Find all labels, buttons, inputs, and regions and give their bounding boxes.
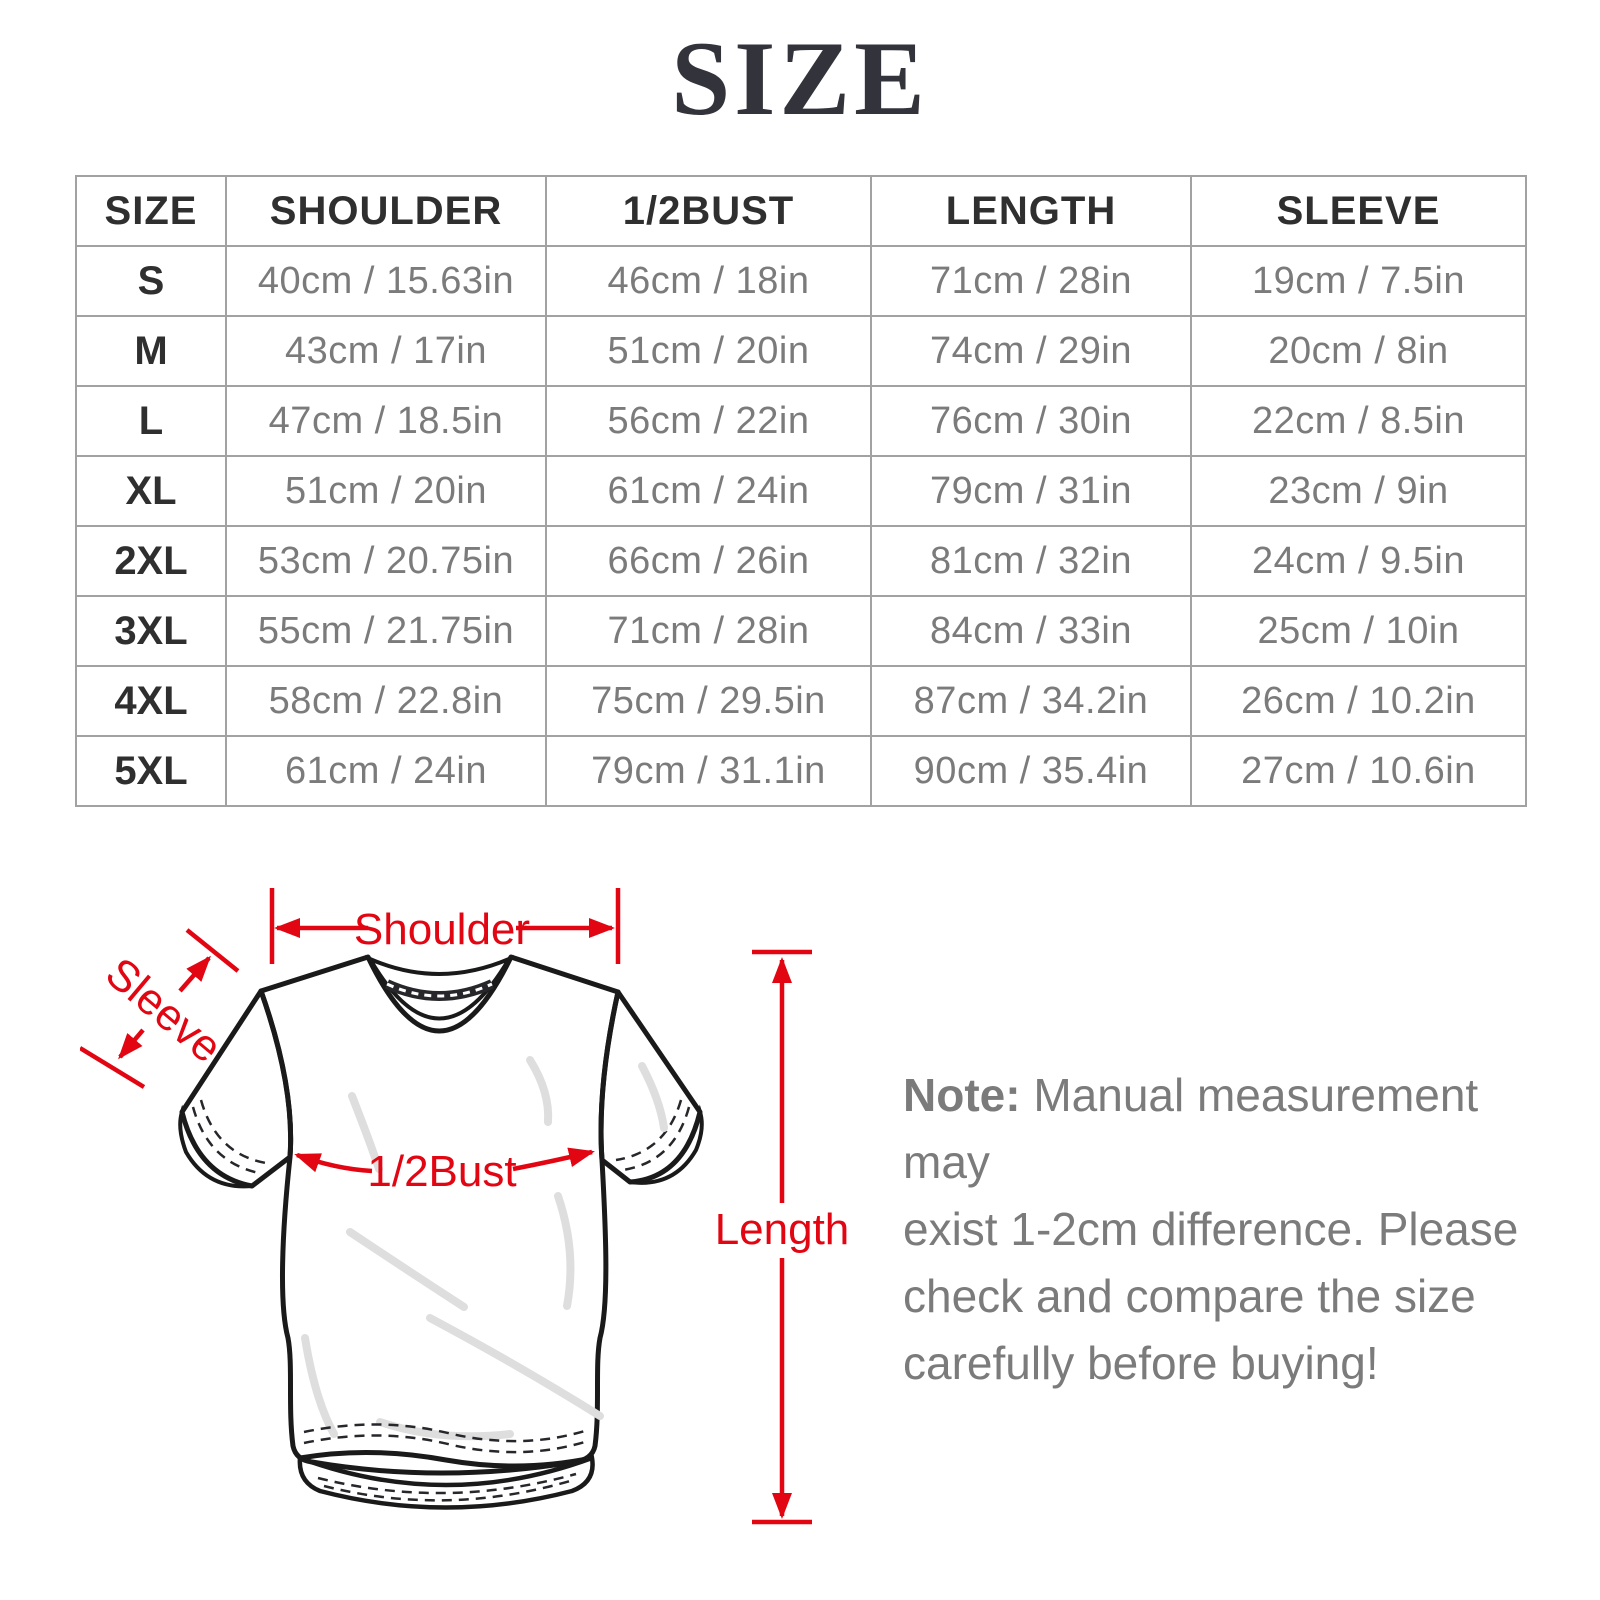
left-cuff xyxy=(178,1104,253,1189)
collar-back xyxy=(365,954,514,1021)
right-cuff-stitching xyxy=(615,1099,683,1162)
cell-bust: 75cm / 29.5in xyxy=(545,665,872,737)
column-header-bust: 1/2BUST xyxy=(545,175,872,247)
note-line: exist 1-2cm difference. Please xyxy=(903,1203,1519,1255)
cell-size: XL xyxy=(75,455,227,527)
sleeve-end-tick xyxy=(80,1046,146,1089)
cell-size: 3XL xyxy=(75,595,227,667)
cell-shoulder: 58cm / 22.8in xyxy=(225,665,547,737)
cell-size: 5XL xyxy=(75,735,227,807)
cell-bust: 56cm / 22in xyxy=(545,385,872,457)
table-row: 3XL 55cm / 21.75in 71cm / 28in 84cm / 33… xyxy=(75,595,1527,667)
hem-stitching xyxy=(303,1423,589,1443)
cell-bust: 51cm / 20in xyxy=(545,315,872,387)
cell-shoulder: 40cm / 15.63in xyxy=(225,245,547,317)
cell-bust: 66cm / 26in xyxy=(545,525,872,597)
cell-shoulder: 47cm / 18.5in xyxy=(225,385,547,457)
right-cuff xyxy=(629,1104,704,1185)
collar-seam-zigzag xyxy=(386,982,493,998)
hem-stitching xyxy=(317,1472,577,1495)
note-label: Note: xyxy=(903,1069,1021,1121)
table-row: XL 51cm / 20in 61cm / 24in 79cm / 31in 2… xyxy=(75,455,1527,527)
column-header-size: SIZE xyxy=(75,175,227,247)
hem-stitching xyxy=(323,1479,571,1502)
cell-sleeve: 20cm / 8in xyxy=(1190,315,1527,387)
length-measure: Length xyxy=(715,949,850,1525)
cell-length: 81cm / 32in xyxy=(870,525,1192,597)
cell-bust: 46cm / 18in xyxy=(545,245,872,317)
column-header-sleeve: SLEEVE xyxy=(1190,175,1527,247)
table-row: M 43cm / 17in 51cm / 20in 74cm / 29in 20… xyxy=(75,315,1527,387)
cell-sleeve: 23cm / 9in xyxy=(1190,455,1527,527)
left-cuff-stitching xyxy=(191,1106,260,1175)
cell-sleeve: 27cm / 10.6in xyxy=(1190,735,1527,807)
cell-shoulder: 43cm / 17in xyxy=(225,315,547,387)
cell-length: 74cm / 29in xyxy=(870,315,1192,387)
length-label: Length xyxy=(715,1205,850,1254)
cell-length: 71cm / 28in xyxy=(870,245,1192,317)
shoulder-label: Shoulder xyxy=(354,905,530,954)
table-row: L 47cm / 18.5in 56cm / 22in 76cm / 30in … xyxy=(75,385,1527,457)
column-header-length: LENGTH xyxy=(870,175,1192,247)
half-bust-arrow-icon xyxy=(512,1147,595,1172)
sleeve-arrow-icon xyxy=(178,955,211,993)
half-bust-label: 1/2Bust xyxy=(367,1147,516,1196)
table-row: 5XL 61cm / 24in 79cm / 31.1in 90cm / 35.… xyxy=(75,735,1527,807)
fabric-wrinkles xyxy=(301,1056,668,1441)
sleeve-arrow-icon xyxy=(118,1028,145,1060)
table-row: 2XL 53cm / 20.75in 66cm / 26in 81cm / 32… xyxy=(75,525,1527,597)
note-line: carefully before buying! xyxy=(903,1337,1379,1389)
cell-size: 4XL xyxy=(75,665,227,737)
cell-sleeve: 19cm / 7.5in xyxy=(1190,245,1527,317)
cell-length: 76cm / 30in xyxy=(870,385,1192,457)
tshirt-measurement-diagram: Shoulder Sleeve 1/2Bust Length xyxy=(80,888,850,1525)
cell-bust: 61cm / 24in xyxy=(545,455,872,527)
cell-shoulder: 61cm / 24in xyxy=(225,735,547,807)
left-cuff-stitching xyxy=(199,1099,267,1165)
table-row: S 40cm / 15.63in 46cm / 18in 71cm / 28in… xyxy=(75,245,1527,317)
column-header-shoulder: SHOULDER xyxy=(225,175,547,247)
cell-shoulder: 55cm / 21.75in xyxy=(225,595,547,667)
sleeve-end-tick xyxy=(185,928,240,973)
cell-size: 2XL xyxy=(75,525,227,597)
cell-sleeve: 24cm / 9.5in xyxy=(1190,525,1527,597)
note-text: Manual measurement may xyxy=(903,1069,1479,1188)
half-bust-measure: 1/2Bust xyxy=(294,1147,595,1196)
hem-underside xyxy=(297,1454,595,1510)
cell-length: 79cm / 31in xyxy=(870,455,1192,527)
hem-fold-line xyxy=(299,1449,593,1469)
cell-shoulder: 51cm / 20in xyxy=(225,455,547,527)
right-cuff-stitching xyxy=(622,1106,691,1172)
cell-length: 84cm / 33in xyxy=(870,595,1192,667)
tshirt-drawing xyxy=(178,954,704,1510)
note-line: Note: Manual measurement may xyxy=(903,1062,1533,1196)
half-bust-arrow-icon xyxy=(294,1152,373,1174)
size-chart-table: SIZE SHOULDER 1/2BUST LENGTH SLEEVE S 40… xyxy=(75,175,1527,807)
cell-size: S xyxy=(75,245,227,317)
cell-size: L xyxy=(75,385,227,457)
cell-sleeve: 25cm / 10in xyxy=(1190,595,1527,667)
measurement-annotations: Shoulder Sleeve 1/2Bust Length xyxy=(80,888,850,1525)
cell-length: 90cm / 35.4in xyxy=(870,735,1192,807)
cell-bust: 71cm / 28in xyxy=(545,595,872,667)
cell-sleeve: 26cm / 10.2in xyxy=(1190,665,1527,737)
page-title: SIZE xyxy=(671,20,929,137)
table-header-row: SIZE SHOULDER 1/2BUST LENGTH SLEEVE xyxy=(75,175,1527,247)
table-row: 4XL 58cm / 22.8in 75cm / 29.5in 87cm / 3… xyxy=(75,665,1527,737)
note-line: check and compare the size xyxy=(903,1270,1476,1322)
cell-sleeve: 22cm / 8.5in xyxy=(1190,385,1527,457)
cell-bust: 79cm / 31.1in xyxy=(545,735,872,807)
sleeve-label: Sleeve xyxy=(96,948,231,1072)
hem-stitching xyxy=(303,1434,589,1454)
cell-size: M xyxy=(75,315,227,387)
cell-shoulder: 53cm / 20.75in xyxy=(225,525,547,597)
shoulder-measure: Shoulder xyxy=(269,888,621,964)
measurement-note: Note: Manual measurement may exist 1-2cm… xyxy=(903,1062,1533,1397)
cell-length: 87cm / 34.2in xyxy=(870,665,1192,737)
